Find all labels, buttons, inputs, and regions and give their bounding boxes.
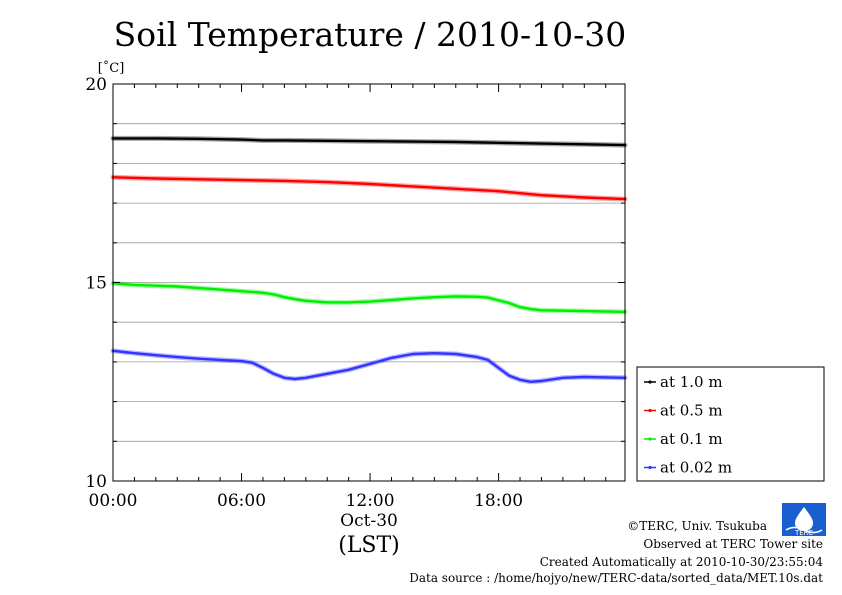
series-line — [111, 349, 627, 383]
water-drop-icon — [795, 507, 813, 531]
copyright-text: ©TERC, Univ. Tsukuba — [627, 519, 767, 533]
axis-ticks: 10 15 20 00:00 06:00 12:00 18:00 — [85, 75, 625, 511]
x-axis-title: (LST) — [338, 533, 400, 558]
series-line — [111, 282, 627, 314]
y-tick-label: 20 — [85, 75, 107, 95]
series-line — [111, 137, 627, 147]
legend-label: at 0.02 m — [660, 459, 732, 477]
legend-marker — [648, 380, 652, 384]
legend-label: at 1.0 m — [660, 373, 723, 391]
observed-text: Observed at TERC Tower site — [643, 537, 823, 551]
series-line — [111, 176, 627, 201]
y-axis-unit-label: [˚C] — [98, 60, 125, 76]
x-axis-date-label: Oct-30 — [340, 511, 398, 531]
terc-logo: TERC — [782, 503, 826, 537]
y-tick-label: 10 — [85, 472, 107, 492]
created-text: Created Automatically at 2010-10-30/23:5… — [540, 555, 824, 569]
legend-marker — [648, 465, 652, 470]
legend-marker — [648, 437, 652, 441]
data-source-text: Data source : /home/hojyo/new/TERC-data/… — [409, 571, 823, 585]
grid-lines — [113, 123, 625, 442]
legend-label: at 0.5 m — [660, 402, 723, 420]
legend-box — [636, 366, 825, 482]
x-tick-label: 12:00 — [346, 491, 395, 511]
series-layer — [110, 135, 628, 385]
legend-label: at 0.1 m — [660, 430, 723, 448]
legend-marker — [648, 408, 652, 413]
series-halo — [110, 348, 628, 385]
logo-text: TERC — [794, 529, 813, 537]
y-tick-label: 15 — [85, 274, 107, 294]
x-tick-label: 06:00 — [217, 491, 266, 511]
chart-title: Soil Temperature / 2010-10-30 — [114, 15, 627, 54]
legend: at 1.0 m at 0.5 m at 0.1 m at 0.02 m — [636, 366, 825, 482]
x-tick-label: 18:00 — [474, 491, 523, 511]
x-tick-label: 00:00 — [89, 491, 138, 511]
wave-icon — [785, 526, 823, 534]
